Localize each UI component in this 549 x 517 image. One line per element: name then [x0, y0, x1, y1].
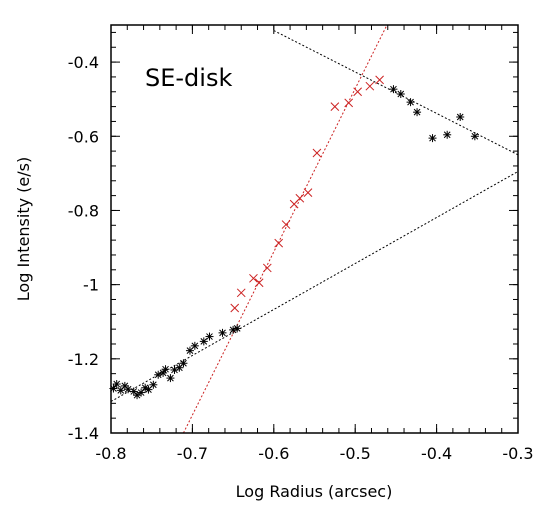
data-point — [249, 273, 258, 283]
data-point — [236, 288, 246, 298]
data-point — [149, 380, 158, 389]
x-axis-label: Log Radius (arcsec) — [236, 482, 393, 501]
y-tick-label: -1.2 — [68, 350, 99, 369]
y-tick-label: -1 — [83, 276, 99, 295]
fit-line — [273, 30, 518, 156]
x-tick-label: -0.6 — [258, 444, 289, 463]
data-point — [375, 75, 384, 85]
data-point — [166, 374, 175, 383]
data-point — [428, 134, 437, 143]
x-tick-label: -0.3 — [502, 444, 533, 463]
data-point — [199, 337, 208, 346]
data-point — [295, 193, 305, 203]
data-point — [344, 98, 354, 108]
x-tick-label: -0.8 — [95, 444, 126, 463]
data-point — [205, 332, 214, 341]
data-point — [281, 220, 291, 229]
data-point — [396, 89, 405, 98]
data-point — [406, 98, 415, 107]
x-tick-label: -0.7 — [177, 444, 208, 463]
data-point — [312, 148, 322, 158]
data-point — [365, 81, 375, 91]
data-point — [389, 85, 398, 94]
data-point — [133, 391, 142, 400]
y-tick-label: -0.4 — [68, 53, 99, 72]
data-point — [229, 325, 238, 334]
y-axis-label: Log Intensity (e/s) — [14, 157, 33, 301]
y-tick-label: -0.6 — [68, 127, 99, 146]
data-point — [254, 278, 264, 288]
y-tick-label: -0.8 — [68, 201, 99, 220]
data-point — [443, 130, 452, 139]
data-point — [274, 238, 284, 248]
plot-frame — [110, 24, 519, 434]
data-point — [179, 359, 188, 368]
chart-title: SE-disk — [145, 64, 232, 92]
data-point — [230, 303, 240, 313]
data-point — [330, 102, 340, 111]
data-point — [303, 188, 313, 198]
data-point — [190, 341, 199, 350]
fit-line — [111, 171, 518, 402]
data-point — [353, 87, 362, 97]
data-point — [470, 132, 479, 141]
data-point — [233, 324, 242, 333]
data-point — [456, 112, 465, 121]
data-point — [413, 108, 422, 117]
x-tick-label: -0.5 — [340, 444, 371, 463]
data-point — [137, 388, 146, 397]
data-point — [112, 380, 121, 389]
y-tick-label: -1.4 — [68, 424, 99, 443]
data-point — [161, 365, 170, 374]
data-point — [218, 328, 227, 337]
data-point — [262, 263, 272, 273]
data-points — [109, 75, 479, 400]
axis-ticks: -0.8 -0.7 -0.6 -0.5 -0.4 -0.3 -1.4 -1.2 -1 -0.8 -0… — [68, 25, 534, 463]
x-tick-label: -0.4 — [421, 444, 452, 463]
